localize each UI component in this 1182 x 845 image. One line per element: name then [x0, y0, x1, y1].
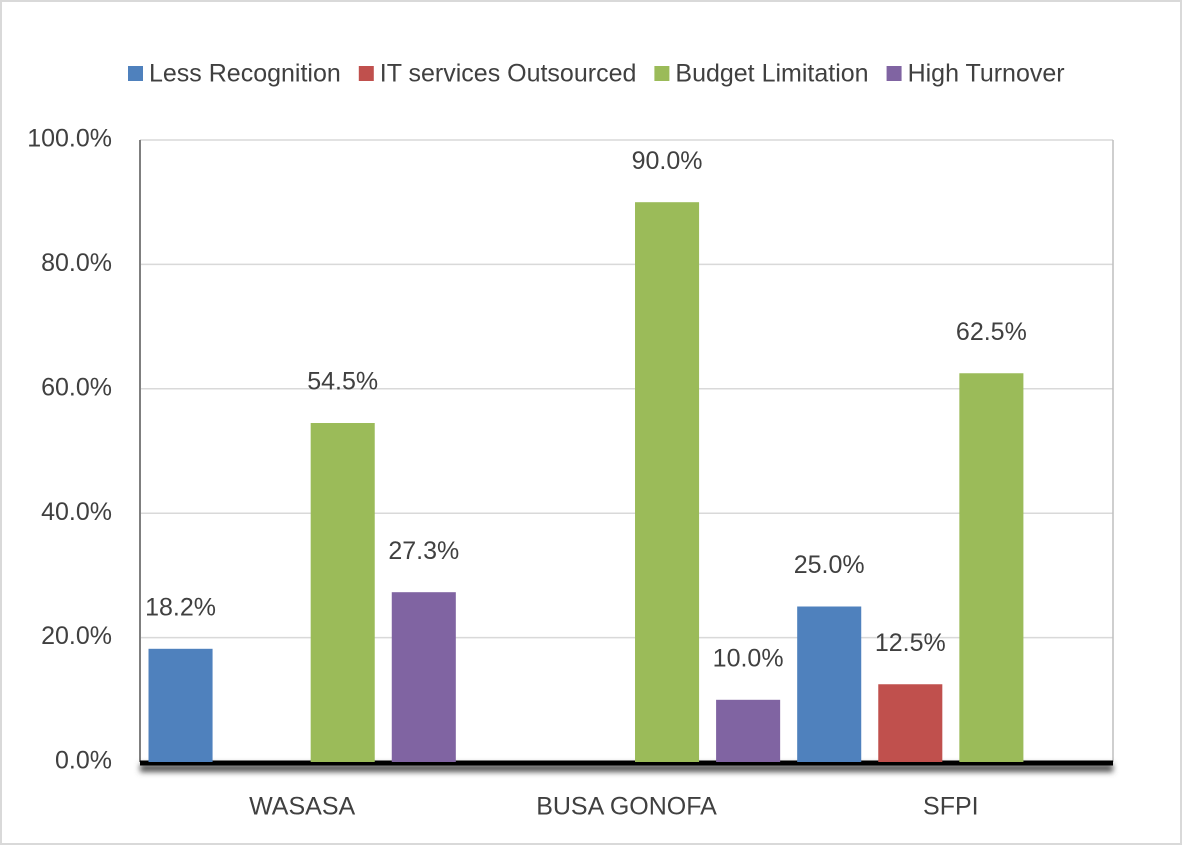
data-label: 54.5%	[307, 368, 378, 396]
data-label: 27.3%	[388, 537, 459, 565]
bar	[148, 648, 213, 762]
bar	[797, 606, 862, 762]
y-tick-label: 40.0%	[41, 498, 112, 526]
y-tick-label: 20.0%	[41, 622, 112, 650]
data-label: 18.2%	[145, 593, 216, 621]
y-tick-label: 0.0%	[55, 747, 112, 775]
axis-shadow	[140, 764, 1113, 772]
data-label: 10.0%	[713, 644, 784, 672]
legend-label: Budget Limitation	[675, 60, 868, 88]
y-tick-label: 80.0%	[41, 249, 112, 277]
bar	[878, 684, 943, 762]
legend-swatch	[654, 66, 670, 81]
y-tick-label: 60.0%	[41, 373, 112, 401]
bar	[716, 699, 781, 762]
legend-swatch	[358, 66, 374, 81]
data-label: 90.0%	[632, 147, 703, 175]
legend-label: IT services Outsourced	[380, 60, 637, 88]
bar	[959, 373, 1024, 762]
bar	[310, 423, 375, 762]
bar	[635, 202, 700, 762]
legend-swatch	[128, 66, 143, 81]
bar	[391, 592, 456, 762]
legend-label: High Turnover	[908, 60, 1065, 88]
x-tick-label: WASASA	[249, 793, 355, 821]
x-tick-label: BUSA GONOFA	[536, 793, 717, 821]
data-label: 12.5%	[875, 629, 946, 657]
data-label: 25.0%	[794, 551, 865, 579]
legend-swatch	[886, 66, 902, 81]
y-tick-label: 100.0%	[27, 125, 112, 153]
data-label: 62.5%	[956, 318, 1027, 346]
legend-label: Less Recognition	[149, 60, 341, 88]
x-tick-label: SFPI	[923, 793, 979, 821]
